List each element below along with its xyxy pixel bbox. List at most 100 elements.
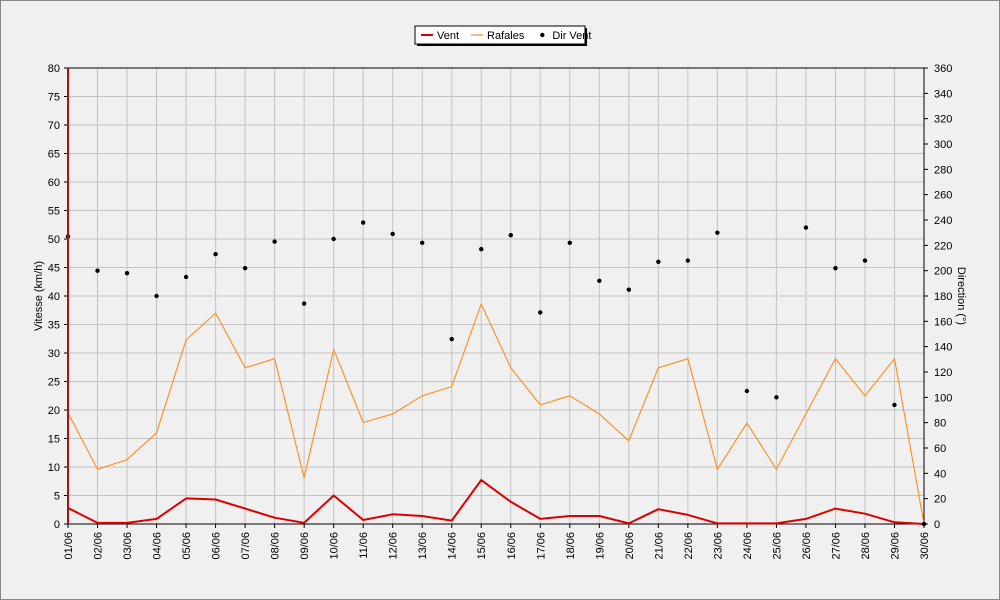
dir-vent-point bbox=[921, 521, 927, 527]
x-tick-label: 27/06 bbox=[830, 532, 842, 560]
dir-vent-point bbox=[301, 301, 307, 306]
legend: Vent Rafales Dir Vent bbox=[414, 25, 591, 46]
dir-vent-point bbox=[449, 336, 454, 342]
right-tick-label: 0 bbox=[934, 519, 940, 531]
x-tick-label: 06/06 bbox=[211, 532, 223, 560]
right-tick-label: 80 bbox=[934, 418, 946, 430]
right-tick-label: 220 bbox=[934, 240, 952, 252]
right-tick-label: 180 bbox=[934, 291, 952, 303]
left-tick-label: 55 bbox=[48, 206, 60, 218]
x-tick-label: 14/06 bbox=[447, 532, 459, 560]
series-line-rafales bbox=[67, 303, 925, 525]
right-tick-label: 260 bbox=[934, 190, 952, 202]
dir-vent-point bbox=[331, 236, 336, 242]
left-tick-label: 35 bbox=[48, 320, 60, 332]
dir-vent-point bbox=[744, 388, 750, 394]
left-tick-label: 80 bbox=[48, 63, 60, 75]
dir-vent-point bbox=[567, 240, 572, 245]
left-tick-label: 45 bbox=[48, 263, 60, 275]
x-tick-label: 26/06 bbox=[801, 532, 813, 560]
x-tick-label: 08/06 bbox=[270, 532, 282, 560]
x-tick-label: 23/06 bbox=[712, 532, 724, 560]
x-tick-label: 03/06 bbox=[122, 532, 134, 560]
right-tick-label: 360 bbox=[934, 63, 952, 75]
x-tick-label: 20/06 bbox=[624, 532, 636, 560]
dir-vent-point bbox=[892, 402, 897, 408]
dir-vent-point bbox=[833, 265, 838, 271]
y-left-axis-label: Vitesse (km/h) bbox=[33, 261, 45, 331]
x-tick-label: 30/06 bbox=[919, 532, 931, 560]
dir-vent-point bbox=[626, 287, 632, 292]
dir-vent-point bbox=[508, 233, 513, 238]
right-tick-label: 100 bbox=[934, 392, 952, 404]
left-tick-label: 15 bbox=[48, 434, 60, 446]
x-tick-label: 15/06 bbox=[476, 532, 488, 560]
right-tick-label: 240 bbox=[934, 215, 952, 227]
right-tick-label: 140 bbox=[934, 342, 952, 354]
dir-vent-point bbox=[420, 240, 425, 245]
left-tick-label: 65 bbox=[48, 149, 60, 161]
x-tick-label: 29/06 bbox=[889, 532, 901, 560]
dir-vent-point bbox=[183, 274, 189, 280]
grid-layer bbox=[67, 67, 925, 525]
dir-vent-point bbox=[479, 246, 484, 252]
left-tick-label: 75 bbox=[48, 92, 60, 104]
dir-vent-point bbox=[774, 395, 779, 400]
legend-swatch-dot bbox=[540, 32, 545, 38]
legend-label: Rafales bbox=[487, 30, 525, 42]
dir-vent-point bbox=[803, 225, 809, 230]
left-tick-label: 20 bbox=[48, 405, 60, 417]
dir-vent-point bbox=[360, 220, 366, 225]
x-tick-label: 19/06 bbox=[594, 532, 606, 560]
x-tick-label: 02/06 bbox=[93, 532, 105, 560]
series-line-vent bbox=[67, 479, 925, 525]
dir-vent-point bbox=[656, 259, 661, 264]
x-tick-label: 05/06 bbox=[181, 532, 193, 560]
x-tick-label: 13/06 bbox=[417, 532, 429, 560]
left-tick-label: 0 bbox=[54, 519, 60, 531]
x-tick-label: 18/06 bbox=[565, 532, 577, 560]
right-tick-label: 60 bbox=[934, 443, 946, 455]
dir-vent-point bbox=[213, 252, 218, 257]
right-tick-label: 160 bbox=[934, 316, 952, 328]
axis-layer: 0 5 10 15 20 25 30 35 40 45 50 55 60 65 70 75 80 0 20 40 60 8… bbox=[33, 63, 967, 560]
right-tick-label: 280 bbox=[934, 164, 952, 176]
right-tick-label: 320 bbox=[934, 114, 952, 126]
x-tick-label: 28/06 bbox=[860, 532, 872, 560]
right-tick-label: 40 bbox=[934, 468, 946, 480]
y-right-axis-label: Direction (°) bbox=[955, 267, 967, 325]
x-tick-label: 22/06 bbox=[683, 532, 695, 560]
dir-vent-point bbox=[242, 265, 248, 271]
dir-vent-point bbox=[124, 271, 130, 276]
x-tick-label: 01/06 bbox=[63, 532, 75, 560]
dir-vent-point bbox=[154, 293, 159, 299]
x-tick-label: 11/06 bbox=[358, 532, 370, 559]
right-tick-label: 340 bbox=[934, 88, 952, 100]
right-tick-label: 120 bbox=[934, 367, 952, 379]
left-tick-label: 10 bbox=[48, 462, 60, 474]
x-tick-label: 21/06 bbox=[653, 532, 665, 560]
x-tick-label: 17/06 bbox=[535, 532, 547, 560]
right-tick-label: 300 bbox=[934, 139, 952, 151]
x-tick-label: 04/06 bbox=[152, 532, 164, 560]
left-tick-label: 30 bbox=[48, 348, 60, 360]
dir-vent-point bbox=[272, 239, 277, 244]
legend-box bbox=[414, 25, 586, 45]
dir-vent-point bbox=[597, 278, 602, 283]
legend-label: Dir Vent bbox=[552, 30, 591, 42]
dir-vent-point bbox=[862, 258, 868, 263]
right-tick-label: 20 bbox=[934, 494, 946, 506]
left-tick-label: 5 bbox=[54, 491, 60, 503]
x-tick-label: 25/06 bbox=[771, 532, 783, 560]
left-tick-label: 60 bbox=[48, 177, 60, 189]
x-tick-label: 12/06 bbox=[388, 532, 400, 560]
left-tick-label: 25 bbox=[48, 377, 60, 389]
x-tick-label: 07/06 bbox=[240, 532, 252, 560]
legend-label: Vent bbox=[437, 30, 459, 42]
right-tick-label: 200 bbox=[934, 266, 952, 278]
x-tick-label: 09/06 bbox=[299, 532, 311, 560]
dir-vent-point bbox=[538, 310, 543, 315]
dir-vent-point bbox=[715, 230, 720, 235]
